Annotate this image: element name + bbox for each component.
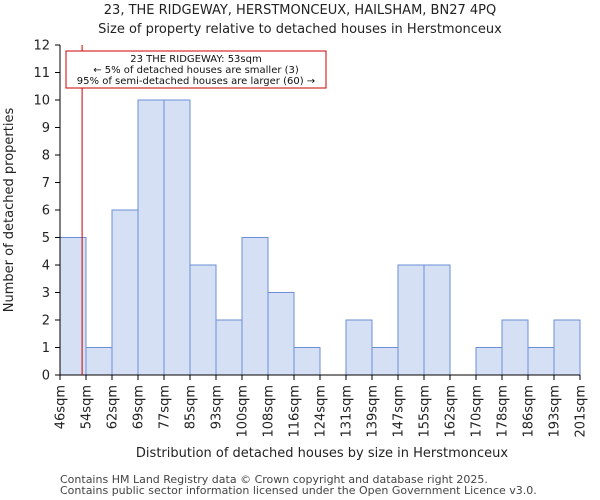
y-tick-label: 12 [33,39,50,54]
y-tick-label: 7 [42,176,50,191]
x-tick-label: 77sqm [158,385,173,429]
bar-170sqm [475,347,503,376]
bar-186sqm [527,347,555,376]
bar-193sqm [553,319,581,376]
footer-line1: Contains HM Land Registry data © Crown c… [60,473,488,486]
x-tick-label: 69sqm [132,385,147,429]
x-tick-label: 170sqm [470,385,485,438]
annotation-box [65,50,327,89]
x-tick-label: 147sqm [392,385,407,438]
bars-group [59,99,581,376]
bar-77sqm [163,99,191,376]
x-tick-label: 162sqm [444,385,459,438]
x-tick-label: 124sqm [314,385,329,438]
annotation-line1: 23 THE RIDGEWAY: 53sqm [130,54,261,65]
x-axis: 46sqm 54sqm 62sqm 69sqm 77sqm 85sqm 93sqm 100sq… [54,374,589,438]
x-tick-label: 46sqm [54,385,69,429]
bar-62sqm [111,209,139,376]
y-tick-label: 5 [42,231,50,246]
x-tick-label: 62sqm [106,385,121,429]
x-tick-label: 116sqm [288,385,303,438]
y-tick-label: 1 [42,341,50,356]
chart-title-line2: Size of property relative to detached ho… [98,22,502,37]
y-tick-label: 9 [42,121,50,136]
x-tick-label: 54sqm [80,385,95,429]
x-tick-label: 186sqm [522,385,537,438]
y-tick-label: 8 [42,149,50,164]
y-tick-label: 0 [42,369,50,384]
bar-54sqm [85,347,113,376]
x-tick-label: 85sqm [184,385,199,429]
bar-93sqm [215,319,243,376]
y-tick-label: 6 [42,204,50,219]
x-tick-label: 139sqm [366,385,381,438]
y-tick-label: 10 [33,94,50,109]
annotation-line3: 95% of semi-detached houses are larger (… [77,76,315,87]
y-tick-label: 11 [33,66,50,81]
bar-100sqm [241,237,269,376]
bar-139sqm [371,347,399,376]
bar-155sqm [423,264,451,376]
chart-title-line1: 23, THE RIDGEWAY, HERSTMONCEUX, HAILSHAM… [104,3,496,18]
x-tick-label: 193sqm [548,385,563,438]
x-tick-label: 93sqm [210,385,225,429]
bar-69sqm [137,99,165,376]
annotation-line2: ← 5% of detached houses are smaller (3) [93,65,299,76]
footer-line2: Contains public sector information licen… [60,484,537,497]
x-axis-label: Distribution of detached houses by size … [136,446,508,461]
bar-85sqm [189,264,217,376]
bar-178sqm [501,319,529,376]
bar-108sqm [267,292,295,376]
y-tick-label: 3 [42,286,50,301]
x-tick-label: 100sqm [236,385,251,438]
y-tick-label: 2 [42,314,50,329]
x-tick-label: 155sqm [418,385,433,438]
bar-147sqm [397,264,425,376]
bar-131sqm [345,319,373,376]
x-tick-label: 201sqm [574,385,589,438]
x-tick-label: 108sqm [262,385,277,438]
bar-116sqm [293,347,321,376]
y-axis-label: Number of detached properties [2,108,17,313]
y-tick-label: 4 [42,259,50,274]
x-tick-label: 178sqm [496,385,511,438]
x-tick-label: 131sqm [340,385,355,438]
